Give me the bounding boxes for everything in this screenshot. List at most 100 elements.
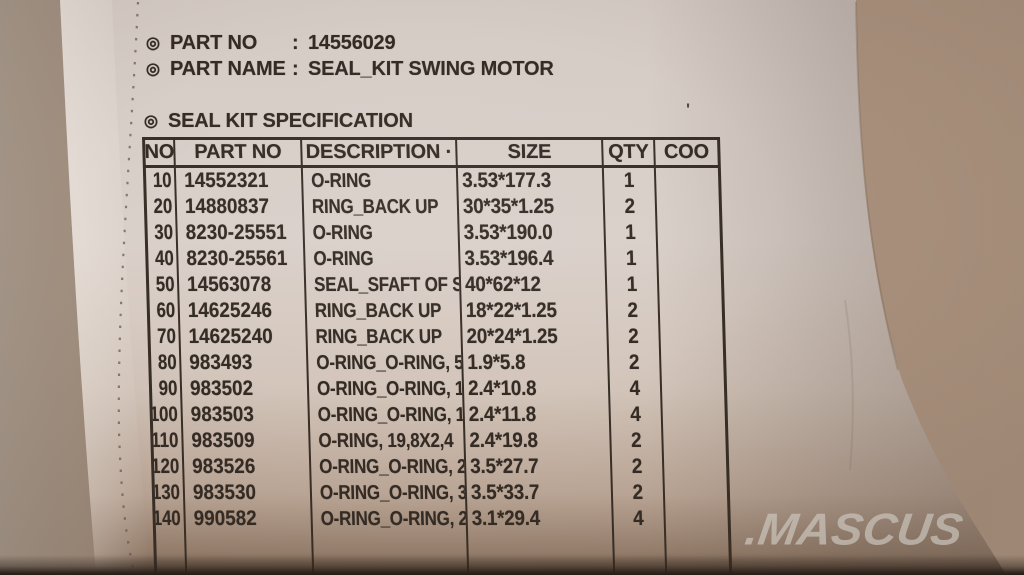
cell-coo	[660, 324, 723, 350]
section-title-line: ◎ SEAL KIT SPECIFICATION	[144, 110, 413, 133]
part-name-line: ◎ PART NAME : SEAL_KIT SWING MOTOR	[146, 58, 554, 81]
cell-size: 3.1*29.4	[467, 506, 615, 532]
cell-coo	[664, 454, 727, 480]
part-name-value: SEAL_KIT SWING MOTOR	[308, 58, 554, 80]
table-row: 20 14880837 RING_BACK UP 30*35*1.25 2	[146, 194, 720, 220]
column-header-no: NO	[145, 140, 176, 165]
cell-description	[313, 532, 470, 575]
cell-size	[468, 532, 616, 575]
cell-qty: 2	[612, 480, 666, 506]
cell-size: 18*22*1.25	[461, 298, 609, 324]
cell-description: O-RING	[302, 168, 459, 194]
cell-no: 30	[147, 220, 179, 246]
cell-part-no: 14880837	[176, 194, 305, 220]
cell-qty: 1	[606, 246, 659, 272]
cell-description: SEAL_SFAFT OF S	[305, 272, 462, 298]
column-header-description: DESCRIPTION ·	[302, 140, 458, 165]
cell-size: 2.4*11.8	[464, 402, 612, 428]
cell-no: 50	[148, 272, 180, 298]
cell-qty: 2	[604, 194, 658, 220]
cell-coo	[665, 480, 728, 506]
cell-part-no: 983502	[181, 376, 310, 402]
cell-part-no: 14625240	[180, 324, 308, 350]
cell-qty	[614, 532, 668, 575]
cell-size: 40*62*12	[460, 272, 608, 298]
cell-coo	[666, 532, 729, 575]
cell-description: O-RING_O-RING, 2	[312, 506, 469, 532]
cell-description: O-RING	[305, 246, 461, 272]
cell-size: 20*24*1.25	[462, 324, 609, 350]
cell-description: O-RING_O-RING, 5	[307, 350, 464, 376]
cell-no: 110	[153, 428, 184, 454]
table-row: 90 983502 O-RING_O-RING, 1 2.4*10.8 4	[151, 376, 725, 402]
cell-part-no: 983493	[180, 350, 309, 376]
cell-qty: 1	[603, 168, 657, 194]
table-row: 10 14552321 O-RING 3.53*177.3 1	[145, 168, 719, 194]
table-row: 100 983503 O-RING_O-RING, 1 2.4*11.8 4	[152, 402, 725, 428]
ring-marker-icon: ◎	[144, 113, 158, 130]
table-empty-space	[156, 532, 729, 575]
cell-qty: 1	[606, 272, 660, 298]
cell-size: 3.53*177.3	[457, 168, 605, 194]
table-row: 40 8230-25561 O-RING 3.53*196.4 1	[148, 246, 721, 272]
column-header-part-no: PART NO	[175, 140, 303, 165]
cell-part-no: 983530	[184, 480, 313, 506]
cell-no: 40	[148, 246, 179, 272]
table-header-row: NO PART NO DESCRIPTION · SIZE QTY COO	[142, 137, 721, 168]
cell-qty: 4	[613, 506, 667, 532]
cell-description: RING_BACK UP	[307, 324, 463, 350]
table-row: 130 983530 O-RING_O-RING, 3 3.5*33.7 2	[154, 480, 728, 506]
cell-qty: 1	[605, 220, 659, 246]
cell-no: 130	[154, 480, 186, 506]
table-body: 10 14552321 O-RING 3.53*177.3 1 20 14880…	[142, 168, 733, 575]
cell-no: 70	[150, 324, 181, 350]
cell-qty: 2	[608, 350, 662, 376]
cell-qty: 4	[610, 402, 664, 428]
cell-part-no: 990582	[185, 506, 314, 532]
cell-coo	[659, 298, 722, 324]
cell-qty: 2	[611, 428, 664, 454]
cell-no: 100	[152, 402, 184, 428]
cell-description: RING_BACK UP	[303, 194, 460, 220]
table-row: 140 990582 O-RING_O-RING, 2 3.1*29.4 4	[155, 506, 728, 532]
column-header-qty: QTY	[603, 140, 656, 165]
cell-description: O-RING, 19,8X2,4	[310, 428, 466, 454]
cell-size: 30*35*1.25	[458, 194, 606, 220]
cell-part-no: 8230-25551	[177, 220, 306, 246]
cell-qty: 2	[611, 454, 665, 480]
cell-part-no: 983509	[183, 428, 311, 454]
colon-separator: :	[292, 32, 299, 54]
column-header-coo: COO	[663, 141, 710, 163]
column-header-size: SIZE	[457, 140, 604, 165]
cell-no: 20	[146, 194, 178, 220]
cell-size: 2.4*10.8	[463, 376, 611, 402]
cell-no: 10	[145, 168, 177, 194]
cell-part-no	[186, 532, 315, 575]
cell-description: O-RING_O-RING, 1	[308, 376, 465, 402]
part-no-value: 14556029	[308, 32, 396, 54]
part-no-line: ◎ PART NO : 14556029	[146, 32, 396, 55]
table-row: 70 14625240 RING_BACK UP 20*24*1.25 2	[150, 324, 723, 350]
bag-seam-dotted-line	[117, 1, 140, 575]
cell-coo	[658, 246, 721, 272]
cell-size: 3.53*190.0	[459, 220, 607, 246]
cell-size: 3.5*27.7	[465, 454, 613, 480]
cell-coo	[665, 506, 728, 532]
cell-description: O-RING_O-RING, 1	[309, 402, 466, 428]
table-row: 30 8230-25551 O-RING 3.53*190.0 1	[147, 220, 720, 246]
table-row: 110 983509 O-RING, 19,8X2,4 2.4*19.8 2	[153, 428, 726, 454]
table-row: 60 14625246 RING_BACK UP 18*22*1.25 2	[149, 298, 722, 324]
cell-no	[156, 532, 188, 575]
cell-part-no: 8230-25561	[178, 246, 306, 272]
cell-qty: 4	[609, 376, 663, 402]
cell-size: 2.4*19.8	[465, 428, 612, 454]
cell-size: 3.53*196.4	[460, 246, 607, 272]
cell-description: O-RING_O-RING, 3	[311, 480, 468, 506]
table-row: 80 983493 O-RING_O-RING, 5 1.9*5.8 2	[150, 350, 724, 376]
cell-part-no: 14625246	[179, 298, 308, 324]
cell-size: 1.9*5.8	[462, 350, 610, 376]
cell-no: 80	[150, 350, 182, 376]
cell-no: 90	[151, 376, 183, 402]
